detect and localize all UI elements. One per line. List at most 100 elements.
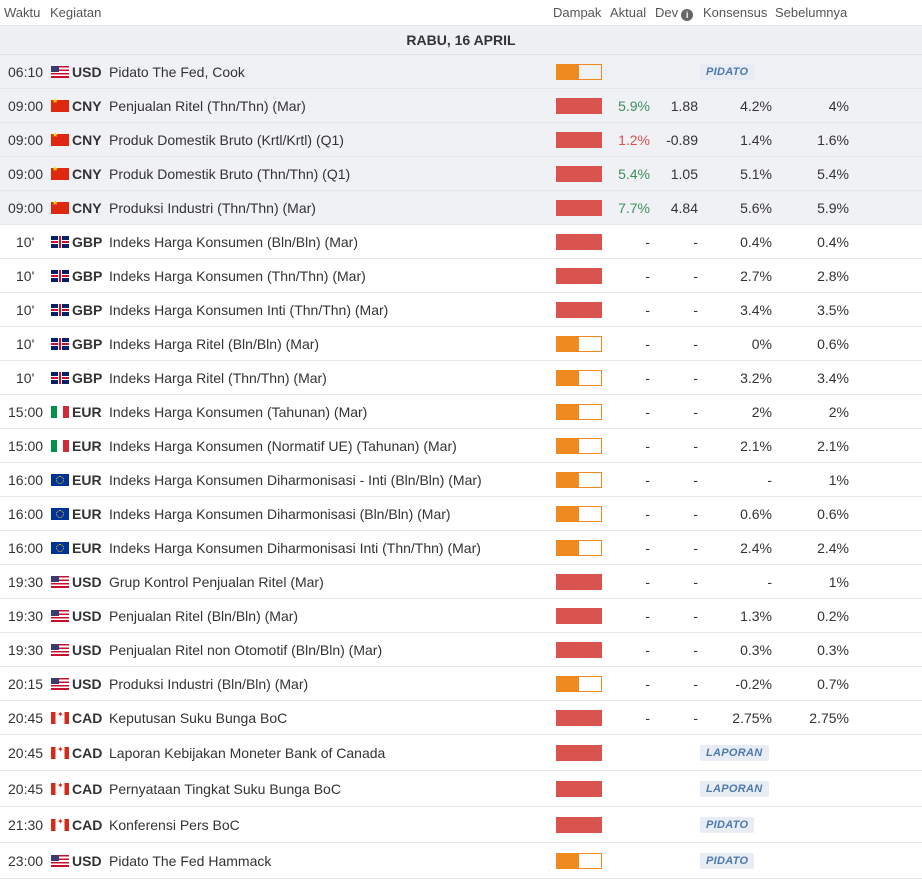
- deviation-value: -: [693, 267, 698, 284]
- table-row[interactable]: 10' GBP Indeks Harga Konsumen (Thn/Thn) (M…: [0, 259, 922, 293]
- event-name[interactable]: Indeks Harga Konsumen Diharmonisasi (Bln…: [109, 505, 451, 522]
- impact-fill: [557, 336, 579, 351]
- event-name[interactable]: Indeks Harga Konsumen (Thn/Thn) (Mar): [109, 267, 366, 284]
- table-row[interactable]: 20:45 CAD Laporan Kebijakan Moneter Bank o…: [0, 735, 922, 771]
- event-time: 06:10: [8, 63, 44, 80]
- actual-value: -: [645, 675, 650, 692]
- event-name[interactable]: Pidato The Fed, Cook: [109, 63, 245, 80]
- previous-value: 0.6%: [817, 505, 849, 522]
- event-time: 19:30: [8, 641, 44, 658]
- impact-fill: [557, 98, 601, 113]
- currency-code: GBP: [72, 335, 103, 352]
- event-name[interactable]: Indeks Harga Konsumen (Tahunan) (Mar): [109, 403, 368, 420]
- consensus-value: 0.4%: [740, 233, 772, 250]
- event-time: 10': [16, 369, 35, 386]
- eu-flag-icon: [51, 473, 69, 486]
- table-row[interactable]: 20:15 USD Produksi Industri (Bln/Bln) (Mar…: [0, 667, 922, 701]
- header-consensus[interactable]: Konsensus: [703, 5, 768, 20]
- event-name[interactable]: Indeks Harga Konsumen Inti (Thn/Thn) (Ma…: [109, 301, 389, 318]
- deviation-value: -: [693, 301, 698, 318]
- impact-fill: [557, 710, 601, 725]
- table-row[interactable]: 23:00 USD Pidato The Fed Hammack PIDATO: [0, 843, 922, 879]
- event-name[interactable]: Keputusan Suku Bunga BoC: [109, 709, 288, 726]
- header-event[interactable]: Kegiatan: [50, 5, 102, 20]
- deviation-value: 4.84: [670, 199, 698, 216]
- table-row[interactable]: 19:30 USD Penjualan Ritel (Bln/Bln) (Mar) -…: [0, 599, 922, 633]
- info-icon[interactable]: i: [681, 9, 694, 21]
- it-flag-icon: [51, 439, 69, 452]
- table-row[interactable]: 21:30 CAD Konferensi Pers BoC PIDATO: [0, 807, 922, 843]
- table-row[interactable]: 10' GBP Indeks Harga Konsumen (Bln/Bln) (M…: [0, 225, 922, 259]
- impact-fill: [557, 781, 601, 796]
- event-name[interactable]: Produksi Industri (Thn/Thn) (Mar): [109, 199, 316, 216]
- currency-code: CAD: [72, 709, 103, 726]
- table-row[interactable]: 09:00 CNY Produk Domestik Bruto (Thn/Thn) …: [0, 157, 922, 191]
- table-row[interactable]: 16:00 EUR Indeks Harga Konsumen Diharmonis…: [0, 531, 922, 565]
- header-actual[interactable]: Aktual: [610, 5, 647, 20]
- table-row[interactable]: 20:45 CAD Keputusan Suku Bunga BoC - - 2.75% 2…: [0, 701, 922, 735]
- table-row[interactable]: 09:00 CNY Produksi Industri (Thn/Thn) (Mar…: [0, 191, 922, 225]
- previous-value: 0.3%: [817, 641, 849, 658]
- event-name[interactable]: Indeks Harga Konsumen Diharmonisasi Inti…: [109, 539, 481, 556]
- header-previous[interactable]: Sebelumnya: [775, 5, 848, 20]
- impact-indicator: [556, 369, 602, 386]
- cn-flag-icon: [51, 131, 69, 146]
- event-name[interactable]: Indeks Harga Konsumen (Bln/Bln) (Mar): [109, 233, 358, 250]
- table-row[interactable]: 09:00 CNY Penjualan Ritel (Thn/Thn) (Mar) 5…: [0, 89, 922, 123]
- previous-value: 0.6%: [817, 335, 849, 352]
- event-time: 10': [16, 335, 35, 352]
- impact-fill: [557, 404, 579, 419]
- event-name[interactable]: Produk Domestik Bruto (Thn/Thn) (Q1): [109, 165, 351, 182]
- actual-value: -: [645, 437, 650, 454]
- event-name[interactable]: Grup Kontrol Penjualan Ritel (Mar): [109, 573, 324, 590]
- event-name[interactable]: Indeks Harga Ritel (Thn/Thn) (Mar): [109, 369, 327, 386]
- cn-flag-icon: [51, 199, 69, 214]
- table-row[interactable]: 10' GBP Indeks Harga Ritel (Thn/Thn) (Mar)…: [0, 361, 922, 395]
- header-impact[interactable]: Dampak: [553, 5, 602, 20]
- event-name[interactable]: Indeks Harga Konsumen Diharmonisasi - In…: [109, 471, 482, 488]
- actual-value: -: [645, 267, 650, 284]
- event-name[interactable]: Pidato The Fed Hammack: [109, 852, 272, 869]
- event-name[interactable]: Laporan Kebijakan Moneter Bank of Canada: [109, 744, 386, 761]
- event-time: 19:30: [8, 607, 44, 624]
- impact-fill: [557, 370, 579, 385]
- table-row[interactable]: 16:00 EUR Indeks Harga Konsumen Diharmonis…: [0, 463, 922, 497]
- table-row[interactable]: 10' GBP Indeks Harga Konsumen Inti (Thn/Th…: [0, 293, 922, 327]
- event-name[interactable]: Pernyataan Tingkat Suku Bunga BoC: [109, 780, 341, 797]
- deviation-value: -: [693, 573, 698, 590]
- event-type-badge: PIDATO: [700, 816, 755, 833]
- event-name[interactable]: Penjualan Ritel non Otomotif (Bln/Bln) (…: [109, 641, 383, 658]
- previous-value: 2.8%: [817, 267, 849, 284]
- currency-code: GBP: [72, 301, 103, 318]
- event-name[interactable]: Konferensi Pers BoC: [109, 816, 240, 833]
- table-row[interactable]: 15:00 EUR Indeks Harga Konsumen (Normatif …: [0, 429, 922, 463]
- header-time[interactable]: Waktu: [4, 5, 41, 20]
- event-name[interactable]: Penjualan Ritel (Thn/Thn) (Mar): [109, 97, 306, 114]
- event-time: 09:00: [8, 165, 44, 182]
- deviation-value: 1.05: [670, 165, 698, 182]
- event-name[interactable]: Indeks Harga Ritel (Bln/Bln) (Mar): [109, 335, 320, 352]
- table-row[interactable]: 09:00 CNY Produk Domestik Bruto (Krtl/Krtl…: [0, 123, 922, 157]
- event-name[interactable]: Produksi Industri (Bln/Bln) (Mar): [109, 675, 309, 692]
- impact-indicator: [556, 607, 602, 624]
- it-flag-icon: [51, 405, 69, 418]
- event-name[interactable]: Penjualan Ritel (Bln/Bln) (Mar): [109, 607, 299, 624]
- header-dev[interactable]: Dev i: [655, 5, 694, 21]
- deviation-value: -: [693, 675, 698, 692]
- event-name[interactable]: Produk Domestik Bruto (Krtl/Krtl) (Q1): [109, 131, 344, 148]
- table-row[interactable]: 16:00 EUR Indeks Harga Konsumen Diharmonis…: [0, 497, 922, 531]
- date-header: RABU, 16 APRIL: [0, 26, 922, 55]
- event-name[interactable]: Indeks Harga Konsumen (Normatif UE) (Tah…: [109, 437, 457, 454]
- table-row[interactable]: 15:00 EUR Indeks Harga Konsumen (Tahunan) …: [0, 395, 922, 429]
- table-row[interactable]: 19:30 USD Grup Kontrol Penjualan Ritel (Ma…: [0, 565, 922, 599]
- table-row[interactable]: 06:10 USD Pidato The Fed, Cook PIDATO: [0, 55, 922, 89]
- event-time: 16:00: [8, 505, 44, 522]
- event-list: 06:10 USD Pidato The Fed, Cook PIDATO 09:00 C…: [0, 55, 922, 879]
- table-row[interactable]: 20:45 CAD Pernyataan Tingkat Suku Bunga Bo…: [0, 771, 922, 807]
- impact-indicator: [556, 63, 602, 80]
- currency-code: USD: [72, 573, 102, 590]
- table-row[interactable]: 10' GBP Indeks Harga Ritel (Bln/Bln) (Mar)…: [0, 327, 922, 361]
- gb-flag-icon: [51, 303, 69, 316]
- table-row[interactable]: 19:30 USD Penjualan Ritel non Otomotif (Bl…: [0, 633, 922, 667]
- currency-code: USD: [72, 607, 102, 624]
